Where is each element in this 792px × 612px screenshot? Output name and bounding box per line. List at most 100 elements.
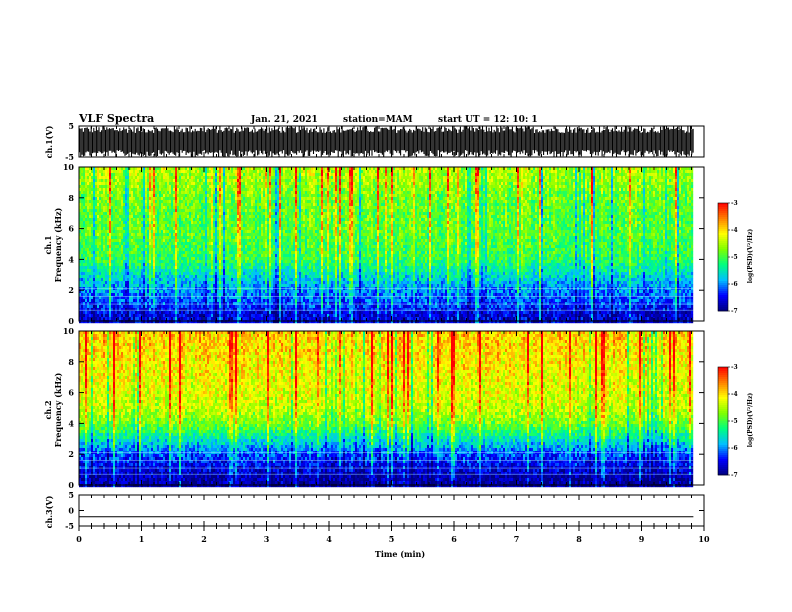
ch1-spectrogram-cell (101, 254, 104, 258)
ch1-spectrogram-cell (89, 176, 92, 180)
ch1-spectrogram-cell (99, 263, 102, 267)
ch1-spectrogram-cell (147, 248, 150, 252)
ch1-spectrogram-cell (159, 305, 162, 309)
ch1-spectrogram-cell (117, 179, 120, 183)
ch1-spectrogram-cell (133, 203, 136, 207)
ch1-spectrogram-cell (115, 221, 118, 225)
ch1-spectrogram-cell (171, 290, 174, 294)
ch1-spectrogram-cell (115, 185, 118, 189)
ch1-spectrogram-cell (179, 257, 182, 261)
ch1-spectrogram-cell (85, 254, 88, 258)
ch1-spectrogram-cell (95, 206, 98, 210)
ch1-spectrogram-cell (249, 314, 252, 318)
ch1-spectrogram-cell (119, 179, 122, 183)
ch1-spectrogram-cell (185, 209, 188, 213)
ch1-spectrogram-cell (225, 188, 228, 192)
ch1-spectrogram-cell (193, 176, 196, 180)
ch1-spectrogram-cell (99, 215, 102, 219)
ch1-spectrogram-cell (185, 230, 188, 234)
ch1-spectrogram-cell (257, 209, 260, 213)
ch1-spectrogram-cell (89, 251, 92, 255)
ch1-spectrogram-cell (169, 203, 172, 207)
ch1-spectrogram-cell (87, 278, 90, 282)
ch1-spectrogram-cell (253, 278, 256, 282)
ch1-spectrogram-cell (133, 272, 136, 276)
ch1-spectrogram-cell (153, 245, 156, 249)
ch1-spectrogram-cell (125, 197, 128, 201)
ch1-spectrogram-cell (257, 263, 260, 267)
ch1-spectrogram-cell (169, 170, 172, 174)
ch1-spectrogram-cell (163, 305, 166, 309)
ch1-spectrogram-cell (225, 320, 228, 324)
ch1-spectrogram-cell (159, 173, 162, 177)
ch1-spectrogram-cell (149, 242, 152, 246)
ch1-spectrogram-cell (239, 227, 242, 231)
ch1-spectrogram-cell (253, 254, 256, 258)
ch1-spectrogram-cell (85, 239, 88, 243)
ch1-spectrogram-cell (233, 278, 236, 282)
ch1-spectrogram-cell (249, 317, 252, 321)
ch1-spectrogram-cell (195, 209, 198, 213)
ch1-spectrogram-cell (115, 305, 118, 309)
ch1-spectrogram-cell (79, 317, 82, 321)
ch1-spectrogram-cell (201, 176, 204, 180)
ch1-spectrogram-cell (119, 278, 122, 282)
ch1-spectrogram-cell (109, 320, 112, 324)
ch1-spectrogram-cell (229, 275, 232, 279)
ch1-spectrogram-cell (117, 242, 120, 246)
ch1-spectrogram-cell (123, 197, 126, 201)
ch1-spectrogram-cell (233, 305, 236, 309)
ch1-spectrogram-cell (195, 179, 198, 183)
ch1-spectrogram-cell (259, 173, 262, 177)
ch1-spectrogram-cell (89, 281, 92, 285)
ch1-spectrogram-cell (141, 290, 144, 294)
ch1-spectrogram-cell (255, 167, 258, 171)
ch1-spectrogram-cell (207, 185, 210, 189)
ch1-spectrogram-cell (139, 191, 142, 195)
ch1-spectrogram-cell (155, 215, 158, 219)
ch1-spectrogram-cell (219, 296, 222, 300)
ch1-spectrogram-cell (227, 194, 230, 198)
ch1-spectrogram-cell (93, 182, 96, 186)
ch1-spectrogram-cell (121, 194, 124, 198)
ch1-spectrogram-cell (203, 290, 206, 294)
ch1-spectrogram-cell (151, 167, 154, 171)
ch1-spectrogram-cell (133, 236, 136, 240)
ch1-spectrogram-cell (97, 209, 100, 213)
ch1-spectrogram-cell (129, 257, 132, 261)
ch1-spectrogram-cell (119, 290, 122, 294)
ch1-spectrogram-cell (197, 311, 200, 315)
ch1-spectrogram-cell (187, 230, 190, 234)
ch1-spectrogram-cell (147, 284, 150, 288)
ch1-spectrogram-cell (161, 296, 164, 300)
ch1-spectrogram-cell (263, 173, 266, 177)
ch1-spectrogram-cell (123, 176, 126, 180)
ch1-spectrogram-cell (127, 263, 130, 267)
ch1-spectrogram-cell (239, 254, 242, 258)
ch1-spectrogram-cell (189, 320, 192, 324)
ch1-spectrogram-cell (199, 224, 202, 228)
ch1-spectrogram-cell (145, 167, 148, 171)
ch1-spectrogram-cell (173, 314, 176, 318)
ch1-spectrogram-cell (177, 284, 180, 288)
ch1-spectrogram-cell (223, 239, 226, 243)
ch1-spectrogram-cell (163, 275, 166, 279)
ch1-spectrogram-cell (189, 179, 192, 183)
ch1-spectrogram-cell (133, 233, 136, 237)
ch1-spectrogram-cell (161, 194, 164, 198)
ch1-spectrogram-cell (147, 206, 150, 210)
ch1-spectrogram-cell (247, 269, 250, 273)
ch1-spectrogram-cell (141, 227, 144, 231)
ch1-spectrogram-cell (239, 269, 242, 273)
ch1-spectrogram-cell (149, 317, 152, 321)
ch1-spectrogram-cell (213, 230, 216, 234)
ch1-spectrogram-cell (85, 173, 88, 177)
ch1-spectrogram-cell (95, 272, 98, 276)
ch1-spectrogram-cell (227, 212, 230, 216)
ch1-spectrogram-cell (153, 269, 156, 273)
ch1-spectrogram-cell (197, 305, 200, 309)
ch1-spectrogram-cell (193, 170, 196, 174)
ch1-spectrogram-cell (113, 257, 116, 261)
ch1-spectrogram-cell (219, 230, 222, 234)
ch1-spectrogram-cell (221, 257, 224, 261)
